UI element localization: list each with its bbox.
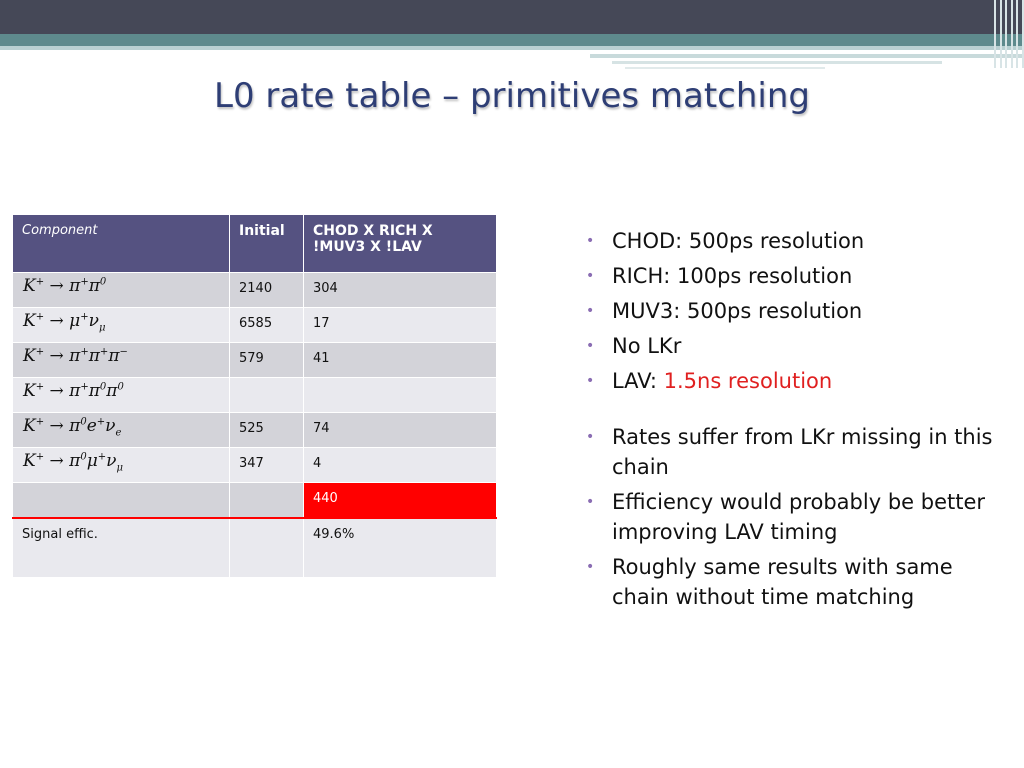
bullet-item: • MUV3: 500ps resolution	[584, 296, 994, 326]
bullet-dot-icon: •	[586, 373, 595, 389]
table-row-total: 440	[12, 482, 497, 519]
cell-initial	[229, 517, 304, 578]
bullet-item: • RICH: 100ps resolution	[584, 261, 994, 291]
bullet-dot-icon: •	[586, 429, 595, 445]
bullet-item: • LAV: 1.5ns resolution	[584, 366, 994, 396]
cell-initial: 525	[229, 412, 304, 448]
bullet-dot-icon: •	[586, 303, 595, 319]
table-row: K+ → μ+νμ 6585 17	[12, 307, 497, 343]
cell-value: 49.6%	[303, 517, 497, 578]
cell-value: 41	[303, 342, 497, 378]
cell-label: Signal effic.	[12, 517, 230, 578]
cell-initial: 579	[229, 342, 304, 378]
bullet-item: • Efficiency would probably be better imp…	[584, 487, 994, 547]
cell-initial: 6585	[229, 307, 304, 343]
cell-initial: 2140	[229, 272, 304, 308]
header-matching: CHOD X RICH X !MUV3 X !LAV	[303, 214, 497, 273]
bullet-item: • Rates suffer from LKr missing in this c…	[584, 422, 994, 482]
cell-value: 74	[303, 412, 497, 448]
table-header-row: Component Initial CHOD X RICH X !MUV3 X …	[12, 214, 497, 273]
header-deco-line	[612, 61, 942, 64]
cell-value: 304	[303, 272, 497, 308]
header-deco-line	[590, 54, 1024, 58]
header-band-teal	[0, 34, 1024, 46]
cell-initial	[229, 377, 304, 413]
header-initial: Initial	[229, 214, 304, 273]
header-band-pale	[0, 46, 1024, 50]
bullet-dot-icon: •	[586, 338, 595, 354]
cell-value	[303, 377, 497, 413]
bullet-item: • No LKr	[584, 331, 994, 361]
header-component: Component	[12, 214, 230, 273]
cell-value: 4	[303, 447, 497, 483]
decay-formula: K+ → π+π+π−	[12, 342, 230, 378]
table-row: K+ → π0μ+νμ 347 4	[12, 447, 497, 483]
bullet-item: • CHOD: 500ps resolution	[584, 226, 994, 256]
bullet-list: • CHOD: 500ps resolution • RICH: 100ps res…	[584, 226, 994, 617]
slide-title: L0 rate table – primitives matching	[214, 76, 810, 116]
cell-empty	[12, 482, 230, 519]
table-row: K+ → π0e+νe 525 74	[12, 412, 497, 448]
decay-formula: K+ → π0e+νe	[12, 412, 230, 448]
bullet-dot-icon: •	[586, 494, 595, 510]
header-vertical-stripes	[994, 0, 1024, 68]
cell-total-highlight: 440	[303, 482, 497, 519]
table-row: K+ → π+π0π0	[12, 377, 497, 413]
decay-formula: K+ → π+π0	[12, 272, 230, 308]
cell-value: 17	[303, 307, 497, 343]
bullet-item: • Roughly same results with same chain wi…	[584, 552, 994, 612]
bullet-dot-icon: •	[586, 233, 595, 249]
table-row: K+ → π+π+π− 579 41	[12, 342, 497, 378]
cell-initial: 347	[229, 447, 304, 483]
rate-table: Component Initial CHOD X RICH X !MUV3 X …	[12, 214, 497, 578]
decay-formula: K+ → π+π0π0	[12, 377, 230, 413]
table-row-signal: Signal effic. 49.6%	[12, 517, 497, 578]
header-deco-line	[625, 67, 825, 69]
cell-initial	[229, 482, 304, 519]
bullet-dot-icon: •	[586, 559, 595, 575]
decay-formula: K+ → μ+νμ	[12, 307, 230, 343]
bullet-dot-icon: •	[586, 268, 595, 284]
decay-formula: K+ → π0μ+νμ	[12, 447, 230, 483]
highlight-text: 1.5ns resolution	[663, 369, 833, 393]
table-row: K+ → π+π0 2140 304	[12, 272, 497, 308]
header-band-dark	[0, 0, 1024, 34]
